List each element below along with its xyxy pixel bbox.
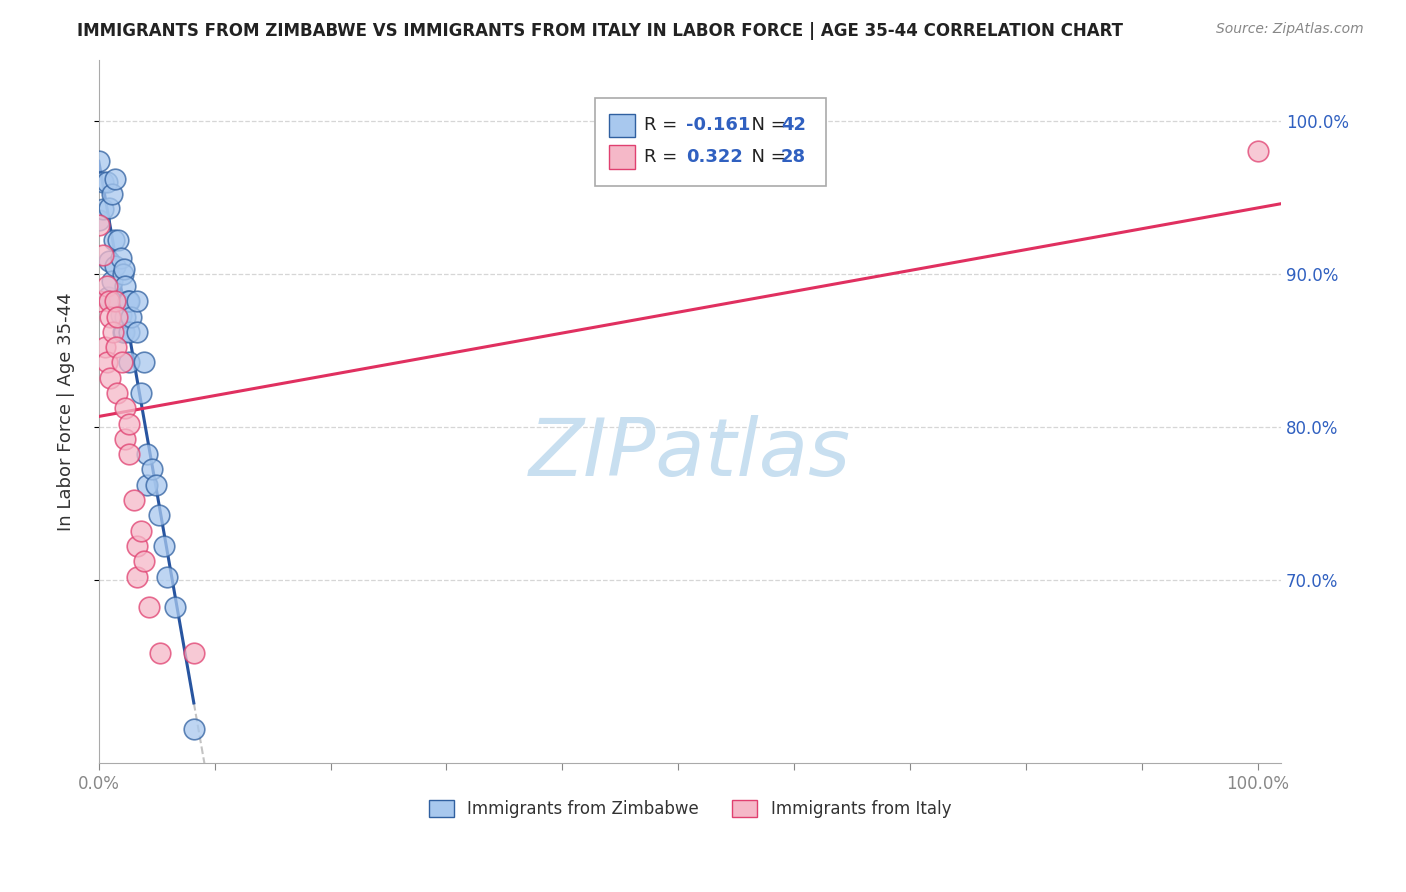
Point [96, 355, 118, 369]
Point [98, 201, 121, 215]
Point [105, 310, 128, 324]
Point [96, 175, 118, 189]
Point [183, 646, 205, 660]
Point [93, 340, 115, 354]
Point [104, 259, 127, 273]
Point [149, 646, 172, 660]
Point [103, 233, 125, 247]
FancyBboxPatch shape [609, 114, 636, 137]
Point [93, 175, 115, 189]
Text: -0.161: -0.161 [686, 116, 751, 134]
Point [118, 355, 141, 369]
Point [104, 172, 127, 186]
Point [98, 254, 121, 268]
Text: Source: ZipAtlas.com: Source: ZipAtlas.com [1216, 22, 1364, 37]
Point [110, 308, 132, 322]
Point [117, 294, 139, 309]
Point [148, 508, 170, 523]
Point [105, 386, 128, 401]
Point [118, 294, 141, 309]
Text: N =: N = [740, 148, 792, 166]
Text: 28: 28 [780, 148, 806, 166]
Point [129, 386, 152, 401]
Point [129, 524, 152, 538]
Point [97, 290, 120, 304]
Point [122, 493, 145, 508]
Point [138, 600, 160, 615]
Point [118, 325, 141, 339]
Point [165, 600, 187, 615]
Point [105, 294, 128, 309]
Point [112, 262, 135, 277]
Text: N =: N = [740, 116, 792, 134]
Point [114, 310, 136, 324]
Point [100, 370, 122, 384]
Legend: Immigrants from Zimbabwe, Immigrants from Italy: Immigrants from Zimbabwe, Immigrants fro… [422, 794, 957, 825]
Point [110, 252, 132, 266]
Point [125, 569, 148, 583]
Point [100, 274, 122, 288]
Point [1247, 145, 1270, 159]
Point [118, 417, 141, 431]
Point [136, 447, 159, 461]
Point [96, 279, 118, 293]
Y-axis label: In Labor Force | Age 35-44: In Labor Force | Age 35-44 [58, 292, 75, 531]
Point [120, 310, 142, 324]
Point [112, 267, 135, 281]
Point [87, 218, 110, 232]
Text: 0.322: 0.322 [686, 148, 744, 166]
Point [100, 310, 122, 324]
Point [101, 325, 124, 339]
Point [114, 279, 136, 293]
Point [112, 325, 135, 339]
Point [145, 477, 167, 491]
Point [93, 202, 115, 217]
Point [118, 447, 141, 461]
Point [104, 294, 127, 309]
Point [112, 325, 135, 339]
Point [111, 355, 134, 369]
FancyBboxPatch shape [595, 98, 825, 186]
Text: R =: R = [644, 148, 683, 166]
Point [93, 248, 115, 262]
Text: IMMIGRANTS FROM ZIMBABWE VS IMMIGRANTS FROM ITALY IN LABOR FORCE | AGE 35-44 COR: IMMIGRANTS FROM ZIMBABWE VS IMMIGRANTS F… [77, 22, 1123, 40]
FancyBboxPatch shape [609, 145, 636, 169]
Point [114, 432, 136, 446]
Text: ZIPatlas: ZIPatlas [529, 415, 851, 492]
Point [125, 294, 148, 309]
Point [183, 723, 205, 737]
Text: R =: R = [644, 116, 683, 134]
Point [87, 294, 110, 309]
Point [132, 355, 155, 369]
Point [98, 294, 121, 309]
Point [132, 554, 155, 568]
Point [107, 233, 129, 247]
Point [136, 477, 159, 491]
Point [152, 539, 174, 553]
Point [125, 325, 148, 339]
Text: 42: 42 [780, 116, 806, 134]
Point [125, 539, 148, 553]
Point [87, 213, 110, 227]
Point [107, 294, 129, 309]
Point [87, 153, 110, 168]
Point [114, 401, 136, 416]
Point [141, 462, 163, 476]
Point [156, 569, 179, 583]
Point [100, 187, 122, 202]
Point [105, 340, 128, 354]
